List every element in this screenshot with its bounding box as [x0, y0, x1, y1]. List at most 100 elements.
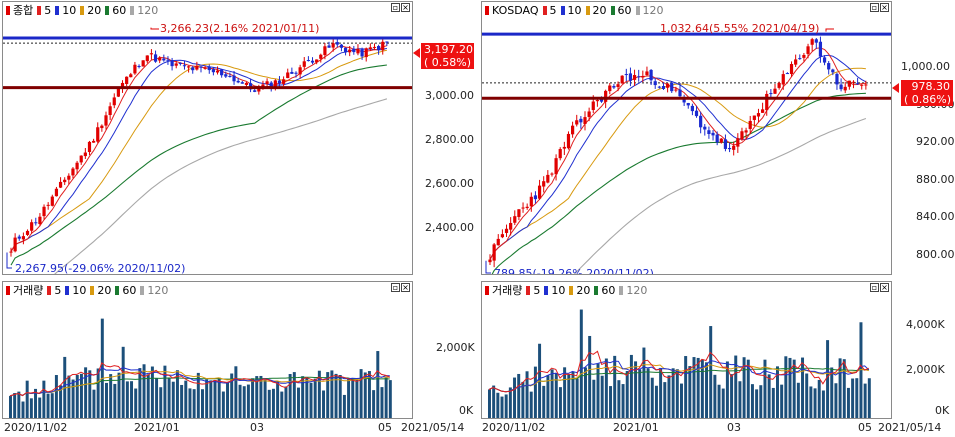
restore-button[interactable]: ▫: [391, 3, 400, 12]
candle-body: [120, 82, 125, 89]
volume-bar: [196, 372, 200, 418]
right-volume-chart[interactable]: [482, 282, 892, 419]
candle-body: [108, 106, 112, 116]
candle-body: [727, 147, 732, 150]
candle-body: [571, 125, 575, 135]
legend-ma5[interactable]: 5: [37, 4, 51, 17]
candle-body: [579, 118, 583, 123]
candle-body: [125, 76, 129, 84]
volume-bar: [721, 388, 725, 418]
close-button[interactable]: ×: [880, 283, 889, 292]
volume-bar: [150, 366, 154, 418]
legend-ma5[interactable]: 5: [542, 4, 557, 17]
candle-body: [211, 69, 215, 73]
volume-bar: [600, 375, 604, 418]
left-price-panel[interactable]: 종합 5 10 20 60 120 ▫ × 3,266.23(2.16% 202…: [2, 1, 413, 275]
candle-body: [810, 39, 814, 45]
volume-bar: [309, 382, 313, 418]
candle-body: [63, 179, 67, 183]
close-button[interactable]: ×: [401, 283, 410, 292]
ma5-line: [489, 47, 866, 260]
candle-body: [50, 196, 54, 206]
volume-bar: [326, 372, 330, 418]
close-button[interactable]: ×: [880, 3, 889, 12]
volume-bar: [842, 359, 846, 418]
candle-body: [851, 81, 856, 83]
volume-bar: [134, 388, 138, 418]
candle-body: [806, 46, 810, 54]
legend-ma120[interactable]: 120: [130, 4, 158, 17]
legend-ma20[interactable]: 20: [80, 4, 101, 17]
volume-bar: [692, 357, 696, 418]
volume-bar: [855, 378, 859, 418]
volume-bar: [117, 372, 121, 418]
legend-ma120[interactable]: 120: [619, 284, 647, 297]
left-volume-axis-0k: 0K: [459, 404, 474, 417]
volume-bar: [347, 379, 351, 418]
legend-ma60[interactable]: 60: [105, 4, 126, 17]
volume-bar: [267, 389, 271, 418]
candle-body: [756, 113, 761, 117]
volume-bar: [796, 382, 800, 418]
candle-body: [356, 48, 360, 54]
volume-bar: [579, 309, 583, 418]
legend-title: KOSDAQ: [492, 3, 539, 17]
volume-bar: [671, 368, 675, 418]
volume-bar: [609, 386, 613, 418]
volume-bar: [492, 385, 496, 418]
right-price-panel[interactable]: KOSDAQ 5 10 20 60 120 ▫ × 1,032.64(5.55%…: [481, 1, 892, 275]
volume-bar: [584, 367, 587, 418]
candle-body: [533, 195, 538, 200]
restore-button[interactable]: ▫: [391, 283, 400, 292]
candle-body: [129, 74, 133, 78]
volume-bar: [554, 372, 558, 418]
legend-ma120[interactable]: 120: [140, 284, 168, 297]
left-volume-panel[interactable]: 거래량 5 10 20 60 120 ▫ ×: [2, 281, 413, 419]
left-price-chart[interactable]: [3, 2, 413, 275]
volume-bar: [242, 386, 246, 418]
legend-title: 거래량: [492, 284, 523, 297]
candle-body: [818, 41, 823, 57]
volume-bar: [780, 384, 784, 418]
legend-ma60[interactable]: 60: [610, 4, 632, 17]
candle-body: [542, 181, 546, 187]
candle-body: [711, 132, 715, 136]
legend-ma10[interactable]: 10: [55, 4, 76, 17]
legend-ma120[interactable]: 120: [635, 4, 664, 17]
candle-body: [67, 175, 71, 180]
legend-ma10[interactable]: 10: [544, 284, 565, 297]
restore-button[interactable]: ▫: [870, 3, 879, 12]
right-price-chart[interactable]: [482, 2, 892, 275]
candle-body: [744, 130, 748, 133]
right-current-change: ( 0.86%): [901, 93, 953, 106]
legend-ma20[interactable]: 20: [90, 284, 111, 297]
right-volume-panel[interactable]: 거래량 5 10 20 60 120 ▫ ×: [481, 281, 892, 419]
candle-body: [798, 58, 802, 60]
legend-ma10[interactable]: 10: [560, 4, 582, 17]
candle-body: [666, 83, 670, 88]
volume-bar: [113, 383, 117, 418]
candle-body: [591, 101, 595, 111]
legend-ma5[interactable]: 5: [526, 284, 540, 297]
candle-body: [253, 90, 257, 92]
volume-bar: [155, 378, 159, 418]
legend-ma10[interactable]: 10: [65, 284, 86, 297]
candle-body: [856, 83, 860, 85]
candle-body: [822, 57, 827, 63]
volume-bar: [17, 391, 21, 418]
legend-ma60[interactable]: 60: [115, 284, 136, 297]
legend-ma5[interactable]: 5: [47, 284, 61, 297]
volume-bar: [384, 377, 388, 418]
legend-ma20[interactable]: 20: [569, 284, 590, 297]
restore-button[interactable]: ▫: [870, 283, 879, 292]
legend-ma20[interactable]: 20: [585, 4, 607, 17]
close-button[interactable]: ×: [401, 3, 410, 12]
left-volume-chart[interactable]: [3, 282, 413, 419]
volume-ma20-line: [488, 364, 869, 393]
volume-bar: [163, 365, 167, 418]
volume-bar: [563, 367, 567, 418]
candle-body: [220, 69, 224, 76]
legend-ma60[interactable]: 60: [594, 284, 615, 297]
volume-bar: [255, 376, 259, 418]
left-volume-legend: 거래량 5 10 20 60 120: [6, 283, 175, 297]
